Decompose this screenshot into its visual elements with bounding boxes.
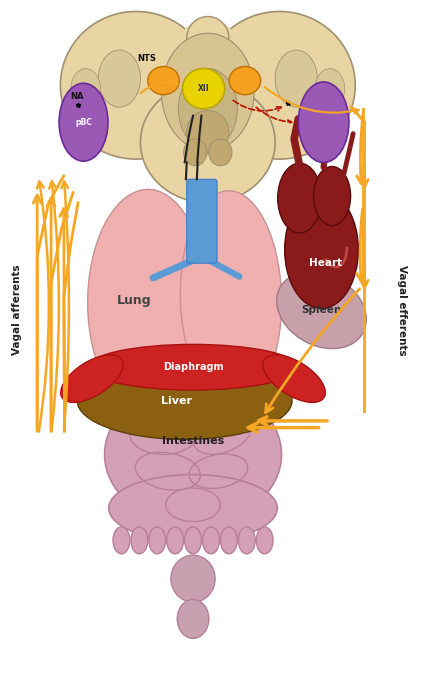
Circle shape xyxy=(220,527,237,554)
Text: XII: XII xyxy=(198,84,209,93)
Text: pBC: pBC xyxy=(75,118,92,127)
Ellipse shape xyxy=(109,474,277,542)
Ellipse shape xyxy=(184,139,207,166)
Ellipse shape xyxy=(98,50,140,107)
Ellipse shape xyxy=(166,18,250,152)
Ellipse shape xyxy=(204,11,355,159)
Circle shape xyxy=(59,84,108,161)
Ellipse shape xyxy=(71,69,100,109)
Circle shape xyxy=(313,166,351,226)
Ellipse shape xyxy=(285,191,358,309)
Text: Intestines: Intestines xyxy=(162,436,224,446)
Text: NA: NA xyxy=(70,92,84,101)
Ellipse shape xyxy=(187,16,229,60)
Text: Spleen: Spleen xyxy=(301,305,342,315)
Ellipse shape xyxy=(77,362,292,439)
FancyBboxPatch shape xyxy=(187,179,217,263)
Ellipse shape xyxy=(179,69,237,149)
Circle shape xyxy=(203,527,219,554)
Ellipse shape xyxy=(171,555,215,602)
Ellipse shape xyxy=(140,82,275,203)
Ellipse shape xyxy=(88,189,206,410)
Text: Diaphragm: Diaphragm xyxy=(163,362,223,372)
Ellipse shape xyxy=(277,272,366,348)
Ellipse shape xyxy=(162,33,254,151)
Ellipse shape xyxy=(209,139,232,166)
Ellipse shape xyxy=(315,69,345,109)
Circle shape xyxy=(298,82,349,162)
Circle shape xyxy=(113,527,130,554)
Ellipse shape xyxy=(275,50,317,107)
Ellipse shape xyxy=(61,355,123,402)
Ellipse shape xyxy=(148,67,179,94)
Circle shape xyxy=(238,527,255,554)
Circle shape xyxy=(278,163,321,233)
Ellipse shape xyxy=(88,344,298,390)
Ellipse shape xyxy=(177,599,209,638)
Ellipse shape xyxy=(105,384,282,525)
Ellipse shape xyxy=(229,67,261,94)
Ellipse shape xyxy=(182,69,225,109)
Text: Heart: Heart xyxy=(309,258,342,268)
Text: Lung: Lung xyxy=(117,294,151,307)
Circle shape xyxy=(149,527,166,554)
Ellipse shape xyxy=(187,111,229,154)
Ellipse shape xyxy=(60,11,212,159)
Ellipse shape xyxy=(263,355,325,402)
Text: NTS: NTS xyxy=(137,54,156,63)
Circle shape xyxy=(184,527,201,554)
Circle shape xyxy=(131,527,148,554)
Text: Vagal afferents: Vagal afferents xyxy=(12,265,22,355)
Text: Vagal efferents: Vagal efferents xyxy=(396,265,407,355)
Circle shape xyxy=(167,527,184,554)
Circle shape xyxy=(256,527,273,554)
Text: Liver: Liver xyxy=(161,396,192,406)
Ellipse shape xyxy=(180,191,282,405)
